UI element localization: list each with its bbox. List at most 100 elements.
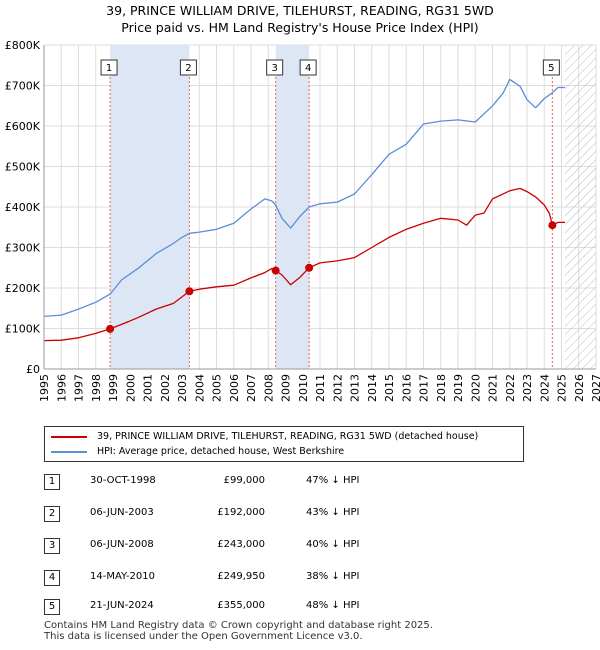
sale-label: 5 [548,63,554,74]
x-tick-label: 2019 [452,374,465,402]
x-tick-label: 2022 [504,374,517,402]
y-tick-label: £100K [5,323,41,336]
x-tick-label: 2027 [590,374,600,402]
x-tick-label: 1996 [55,374,68,402]
sale-row: 1 30-OCT-1998 £99,000 47% ↓ HPI [44,474,524,490]
y-tick-label: £0 [26,363,40,376]
sale-hpi-diff: 47% ↓ HPI [306,475,360,486]
sale-hpi-diff: 48% ↓ HPI [306,600,360,611]
sale-price: £249,950 [217,571,265,582]
title-line-1: 39, PRINCE WILLIAM DRIVE, TILEHURST, REA… [106,3,494,18]
sale-row: 3 06-JUN-2008 £243,000 40% ↓ HPI [44,538,524,554]
x-tick-label: 2005 [211,374,224,402]
x-tick-label: 1995 [38,374,51,402]
legend: 39, PRINCE WILLIAM DRIVE, TILEHURST, REA… [44,426,524,462]
x-tick-label: 2020 [469,374,482,402]
sale-price: £192,000 [217,507,265,518]
sale-label-box [266,59,284,76]
x-tick-label: 2014 [366,374,379,402]
title-line-2: Price paid vs. HM Land Registry's House … [121,20,479,35]
x-tick-label: 2013 [349,374,362,402]
sale-label: 3 [271,63,277,74]
sale-price: £99,000 [223,475,265,486]
sale-number-badge: 3 [44,538,60,554]
forecast-hatch [564,45,596,369]
property-price-line [43,187,565,342]
footer-copyright: Contains HM Land Registry data © Crown c… [44,620,433,631]
sale-points [106,221,557,333]
x-tick-label: 2018 [435,374,448,402]
sale-number-badge: 4 [44,570,60,586]
x-tick-label: 2017 [418,374,431,402]
axes: £0 £100K £200K £300K £400K £500K £600K £700K £80… [5,39,600,402]
sale-point [305,263,314,272]
x-tick-label: 2002 [159,374,172,402]
chart-title: 39, PRINCE WILLIAM DRIVE, TILEHURST, REA… [0,2,600,36]
sale-point [185,287,194,296]
sale-hpi-diff: 43% ↓ HPI [306,507,360,518]
x-tick-label: 2001 [142,374,155,402]
x-tick-label: 1998 [90,374,103,402]
x-tick-label: 2023 [521,374,534,402]
sale-label-box [542,59,560,76]
x-tick-label: 2006 [228,374,241,402]
sale-date: 14-MAY-2010 [90,571,156,582]
sale-label-box [100,59,118,76]
legend-item-hpi: HPI: Average price, detached house, West… [51,445,344,459]
footer-licence: This data is licensed under the Open Gov… [44,631,363,642]
sale-number-badge: 1 [44,474,60,490]
x-tick-label: 1999 [107,374,120,402]
price-chart: 1 2 3 4 5 £0 £100K £200K £300K £400K £500K £600K £7… [5,39,600,402]
forecast-region [564,45,596,369]
sale-hpi-diff: 40% ↓ HPI [306,539,360,550]
y-tick-label: £400K [5,201,41,214]
x-tick-label: 2007 [245,374,258,402]
legend-label-property: 39, PRINCE WILLIAM DRIVE, TILEHURST, REA… [97,431,479,442]
sale-number-badge: 5 [44,599,60,615]
shaded-periods [110,45,310,369]
sale-date: 30-OCT-1998 [90,475,156,486]
sale-point [106,324,115,333]
legend-swatch-hpi [51,450,87,453]
sale-label: 4 [305,63,311,74]
y-tick-label: £800K [5,39,41,52]
x-tick-label: 2016 [400,374,413,402]
y-tick-label: £300K [5,242,41,255]
x-tick-label: 2011 [314,374,327,402]
sale-date: 21-JUN-2024 [90,600,154,611]
sale-price: £243,000 [217,539,265,550]
x-tick-label: 2009 [280,374,293,402]
x-tick-label: 2003 [176,374,189,402]
x-tick-label: 2026 [573,374,586,402]
sale-point [271,266,280,275]
sale-hpi-diff: 38% ↓ HPI [306,571,360,582]
x-tick-label: 2021 [487,374,500,402]
sale-date: 06-JUN-2008 [90,539,154,550]
sale-marker-lines [109,65,553,369]
sale-labels: 1 2 3 4 5 [100,59,560,76]
sale-price: £355,000 [217,600,265,611]
x-tick-label: 2008 [262,374,275,402]
x-tick-label: 2010 [297,374,310,402]
x-tick-label: 2015 [383,374,396,402]
sale-label-box [179,59,197,76]
legend-label-hpi: HPI: Average price, detached house, West… [97,446,345,457]
footer: Contains HM Land Registry data © Crown c… [44,620,433,642]
sale-row: 4 14-MAY-2010 £249,950 38% ↓ HPI [44,570,524,586]
x-tick-label: 1997 [73,374,86,402]
sale-row: 5 21-JUN-2024 £355,000 48% ↓ HPI [44,599,524,615]
sale-number-badge: 2 [44,506,60,522]
x-tick-label: 2004 [193,374,206,402]
x-tick-label: 2012 [331,374,344,402]
sale-row: 2 06-JUN-2003 £192,000 43% ↓ HPI [44,506,524,522]
hpi-line [43,78,565,318]
shaded-period [275,45,310,369]
shaded-period [110,45,190,369]
x-tick-label: 2025 [556,374,569,402]
sale-date: 06-JUN-2003 [90,507,154,518]
legend-swatch-property [51,435,87,438]
sale-label: 2 [185,63,191,74]
series-lines [43,78,565,342]
y-tick-label: £700K [5,80,41,93]
x-tick-label: 2024 [538,374,551,402]
